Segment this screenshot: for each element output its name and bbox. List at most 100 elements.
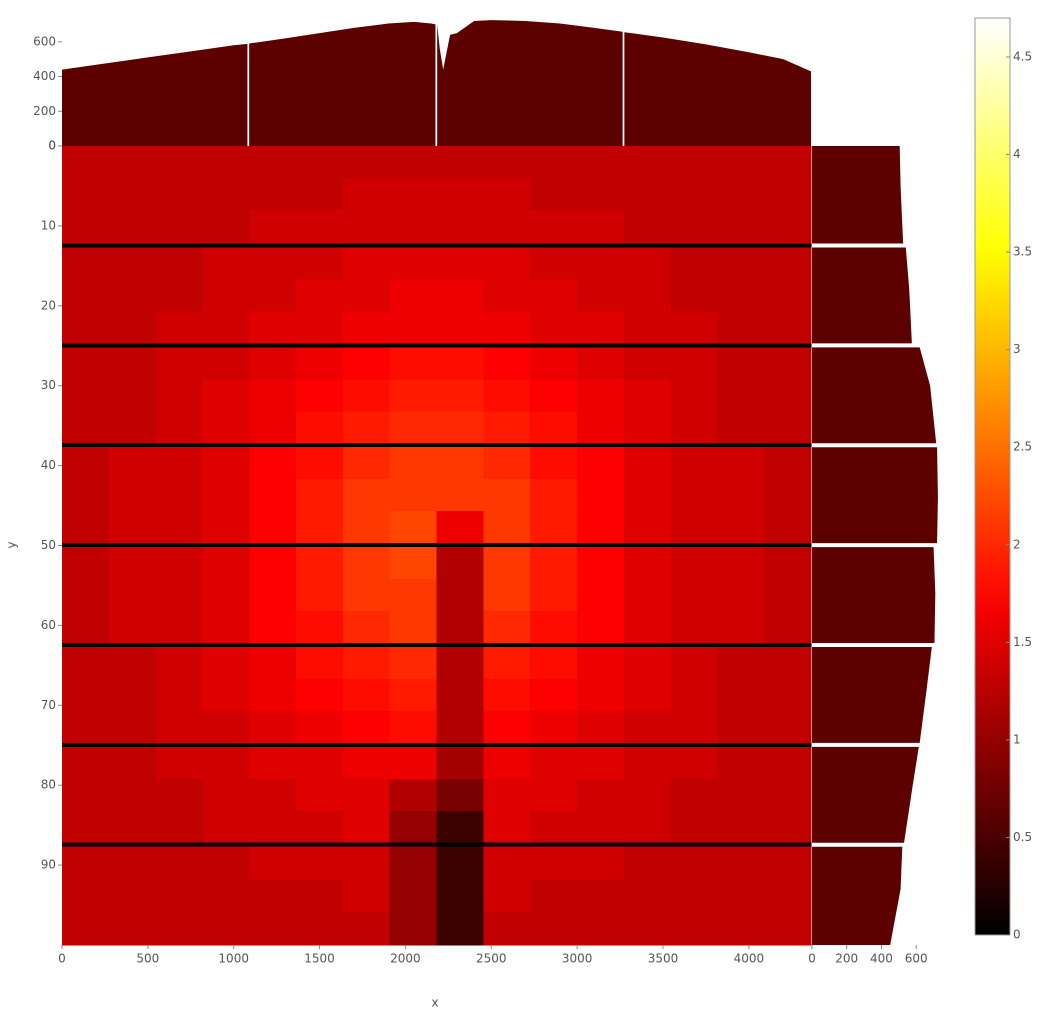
- heatmap-cell: [343, 811, 390, 844]
- heatmap-cell: [156, 611, 203, 644]
- heatmap-cell: [249, 811, 296, 844]
- heatmap-cell: [390, 447, 437, 480]
- heatmap-cell: [437, 347, 484, 380]
- x-tick-label: 3500: [648, 952, 679, 966]
- heatmap-cell: [624, 243, 671, 248]
- heatmap-cell: [483, 543, 530, 548]
- heatmap-cell: [717, 247, 764, 280]
- heatmap-cell: [62, 879, 109, 912]
- heatmap-cell: [109, 343, 156, 348]
- heatmap-cell: [577, 643, 624, 648]
- heatmap-cell: [202, 779, 249, 812]
- heatmap-cell: [343, 779, 390, 812]
- heatmap-cell: [202, 411, 249, 444]
- heatmap-cell: [156, 447, 203, 480]
- heatmap-cell: [156, 311, 203, 344]
- heatmap-cell: [390, 279, 437, 312]
- heatmap-cell: [390, 247, 437, 280]
- heatmap-cell: [437, 447, 484, 480]
- heatmap-cell: [390, 543, 437, 548]
- heatmap-cell: [296, 547, 343, 580]
- heatmap-cell: [202, 811, 249, 844]
- heatmap-cell: [624, 743, 671, 748]
- colorbar-tick-label: 1: [1013, 732, 1021, 746]
- heatmap-cell: [530, 210, 577, 244]
- heatmap-cell: [764, 210, 811, 244]
- heatmap-cell: [62, 579, 109, 612]
- heatmap-cell: [624, 543, 671, 548]
- colorbar-tick-label: 0.5: [1013, 830, 1032, 844]
- heatmap-cell: [296, 647, 343, 680]
- heatmap-cell: [437, 243, 484, 248]
- heatmap-cell: [390, 647, 437, 680]
- heatmap-cell: [109, 579, 156, 612]
- profile-area: [812, 146, 903, 243]
- heatmap-cell: [717, 743, 764, 748]
- heatmap-cell: [343, 443, 390, 448]
- x-tick-label: 2500: [476, 952, 507, 966]
- heatmap-cell: [530, 347, 577, 380]
- y-tick-label: 90: [41, 858, 56, 872]
- heatmap-cell: [764, 547, 811, 580]
- heatmap-cell: [109, 711, 156, 744]
- profile-area: [812, 347, 936, 443]
- heatmap-cell: [156, 912, 203, 945]
- heatmap-cell: [202, 210, 249, 244]
- heatmap-cell: [624, 711, 671, 744]
- heatmap-cell: [577, 912, 624, 945]
- heatmap-cell: [156, 711, 203, 744]
- heatmap-cell: [624, 912, 671, 945]
- heatmap-cell: [671, 443, 718, 448]
- heatmap-cell: [390, 210, 437, 244]
- colorbar-tick-label: 2.5: [1013, 440, 1032, 454]
- heatmap-cell: [577, 511, 624, 544]
- heatmap-cell: [249, 543, 296, 548]
- heatmap-cell: [62, 311, 109, 344]
- heatmap-cell: [343, 643, 390, 648]
- heatmap-cell: [764, 711, 811, 744]
- heatmap-cell: [764, 543, 811, 548]
- heatmap-cell: [717, 747, 764, 780]
- heatmap-cell: [390, 747, 437, 780]
- heatmap-cell: [343, 547, 390, 580]
- heatmap-cell: [437, 747, 484, 780]
- heatmap-cell: [109, 411, 156, 444]
- heatmap-cell: [764, 579, 811, 612]
- heatmap-cell: [62, 547, 109, 580]
- heatmap-cell: [671, 643, 718, 648]
- heatmap-cell: [156, 243, 203, 248]
- heatmap-cell: [624, 411, 671, 444]
- heatmap-cell: [390, 847, 437, 880]
- heatmap-cell: [343, 843, 390, 848]
- heatmap-cell: [109, 743, 156, 748]
- heatmap-cell: [764, 912, 811, 945]
- heatmap-cell: [624, 747, 671, 780]
- y-tick-label: 80: [41, 778, 56, 792]
- x-tick-label: 3000: [562, 952, 593, 966]
- colorbar-tick-label: 0: [1013, 928, 1021, 942]
- heatmap-cell: [717, 343, 764, 348]
- profile-area: [624, 32, 811, 146]
- heatmap-cell: [156, 779, 203, 812]
- heatmap-cell: [62, 243, 109, 248]
- heatmap-cell: [530, 547, 577, 580]
- heatmap-cell: [249, 210, 296, 244]
- heatmap-cell: [483, 247, 530, 280]
- heatmap-cell: [202, 146, 249, 179]
- heatmap-cell: [624, 178, 671, 211]
- heatmap-cell: [530, 843, 577, 848]
- heatmap-cell: [577, 747, 624, 780]
- heatmap-cell: [343, 479, 390, 512]
- heatmap-cell: [577, 279, 624, 312]
- heatmap-cell: [156, 279, 203, 312]
- heatmap-cell: [202, 879, 249, 912]
- heatmap-cell: [296, 311, 343, 344]
- heatmap-cell: [717, 479, 764, 512]
- heatmap-cell: [764, 743, 811, 748]
- heatmap-cell: [249, 579, 296, 612]
- heatmap-cell: [62, 479, 109, 512]
- heatmap-cell: [671, 743, 718, 748]
- heatmap-cell: [530, 779, 577, 812]
- heatmap-cell: [624, 811, 671, 844]
- heatmap-cell: [437, 146, 484, 179]
